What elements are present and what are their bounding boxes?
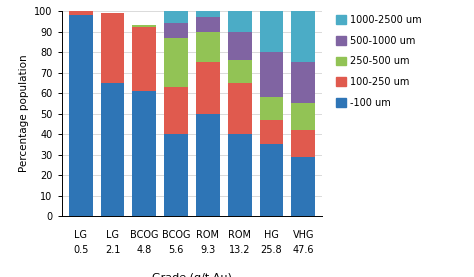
Bar [196,32,220,62]
Bar [69,11,92,15]
Bar [292,62,315,103]
Bar [292,11,315,62]
Text: 4.8: 4.8 [137,245,152,255]
Legend: 1000-2500 um, 500-1000 um, 250-500 um, 100-250 um, -100 um: 1000-2500 um, 500-1000 um, 250-500 um, 1… [335,14,422,109]
Bar [196,11,220,17]
Bar [100,13,124,83]
Text: 25.8: 25.8 [261,245,282,255]
Text: 2.1: 2.1 [105,245,120,255]
Bar [292,103,315,130]
Text: 47.6: 47.6 [292,245,314,255]
Text: Grade (g/t Au): Grade (g/t Au) [152,273,232,277]
Text: VHG: VHG [292,230,314,240]
Bar [228,11,252,32]
Text: LG: LG [74,230,87,240]
Text: 13.2: 13.2 [229,245,250,255]
Text: BCOG: BCOG [162,230,191,240]
Bar [260,52,283,97]
Text: 0.5: 0.5 [73,245,88,255]
Text: ROM: ROM [196,230,219,240]
Bar [260,120,283,144]
Text: ROM: ROM [228,230,251,240]
Bar [164,11,188,23]
Bar [228,83,252,134]
Bar [164,23,188,38]
Bar [196,17,220,32]
Text: LG: LG [106,230,119,240]
Bar [132,91,156,216]
Bar [260,97,283,120]
Bar [132,27,156,91]
Bar [228,32,252,60]
Text: 9.3: 9.3 [200,245,216,255]
Text: BCOG: BCOG [130,230,158,240]
Bar [69,15,92,216]
Y-axis label: Percentage population: Percentage population [18,55,28,172]
Bar [164,134,188,216]
Bar [196,114,220,216]
Bar [100,83,124,216]
Bar [196,62,220,114]
Text: 5.6: 5.6 [168,245,184,255]
Bar [228,60,252,83]
Bar [260,144,283,216]
Text: HG: HG [264,230,279,240]
Bar [228,134,252,216]
Bar [164,87,188,134]
Bar [260,11,283,52]
Bar [292,157,315,216]
Bar [164,38,188,87]
Bar [132,25,156,27]
Bar [292,130,315,157]
